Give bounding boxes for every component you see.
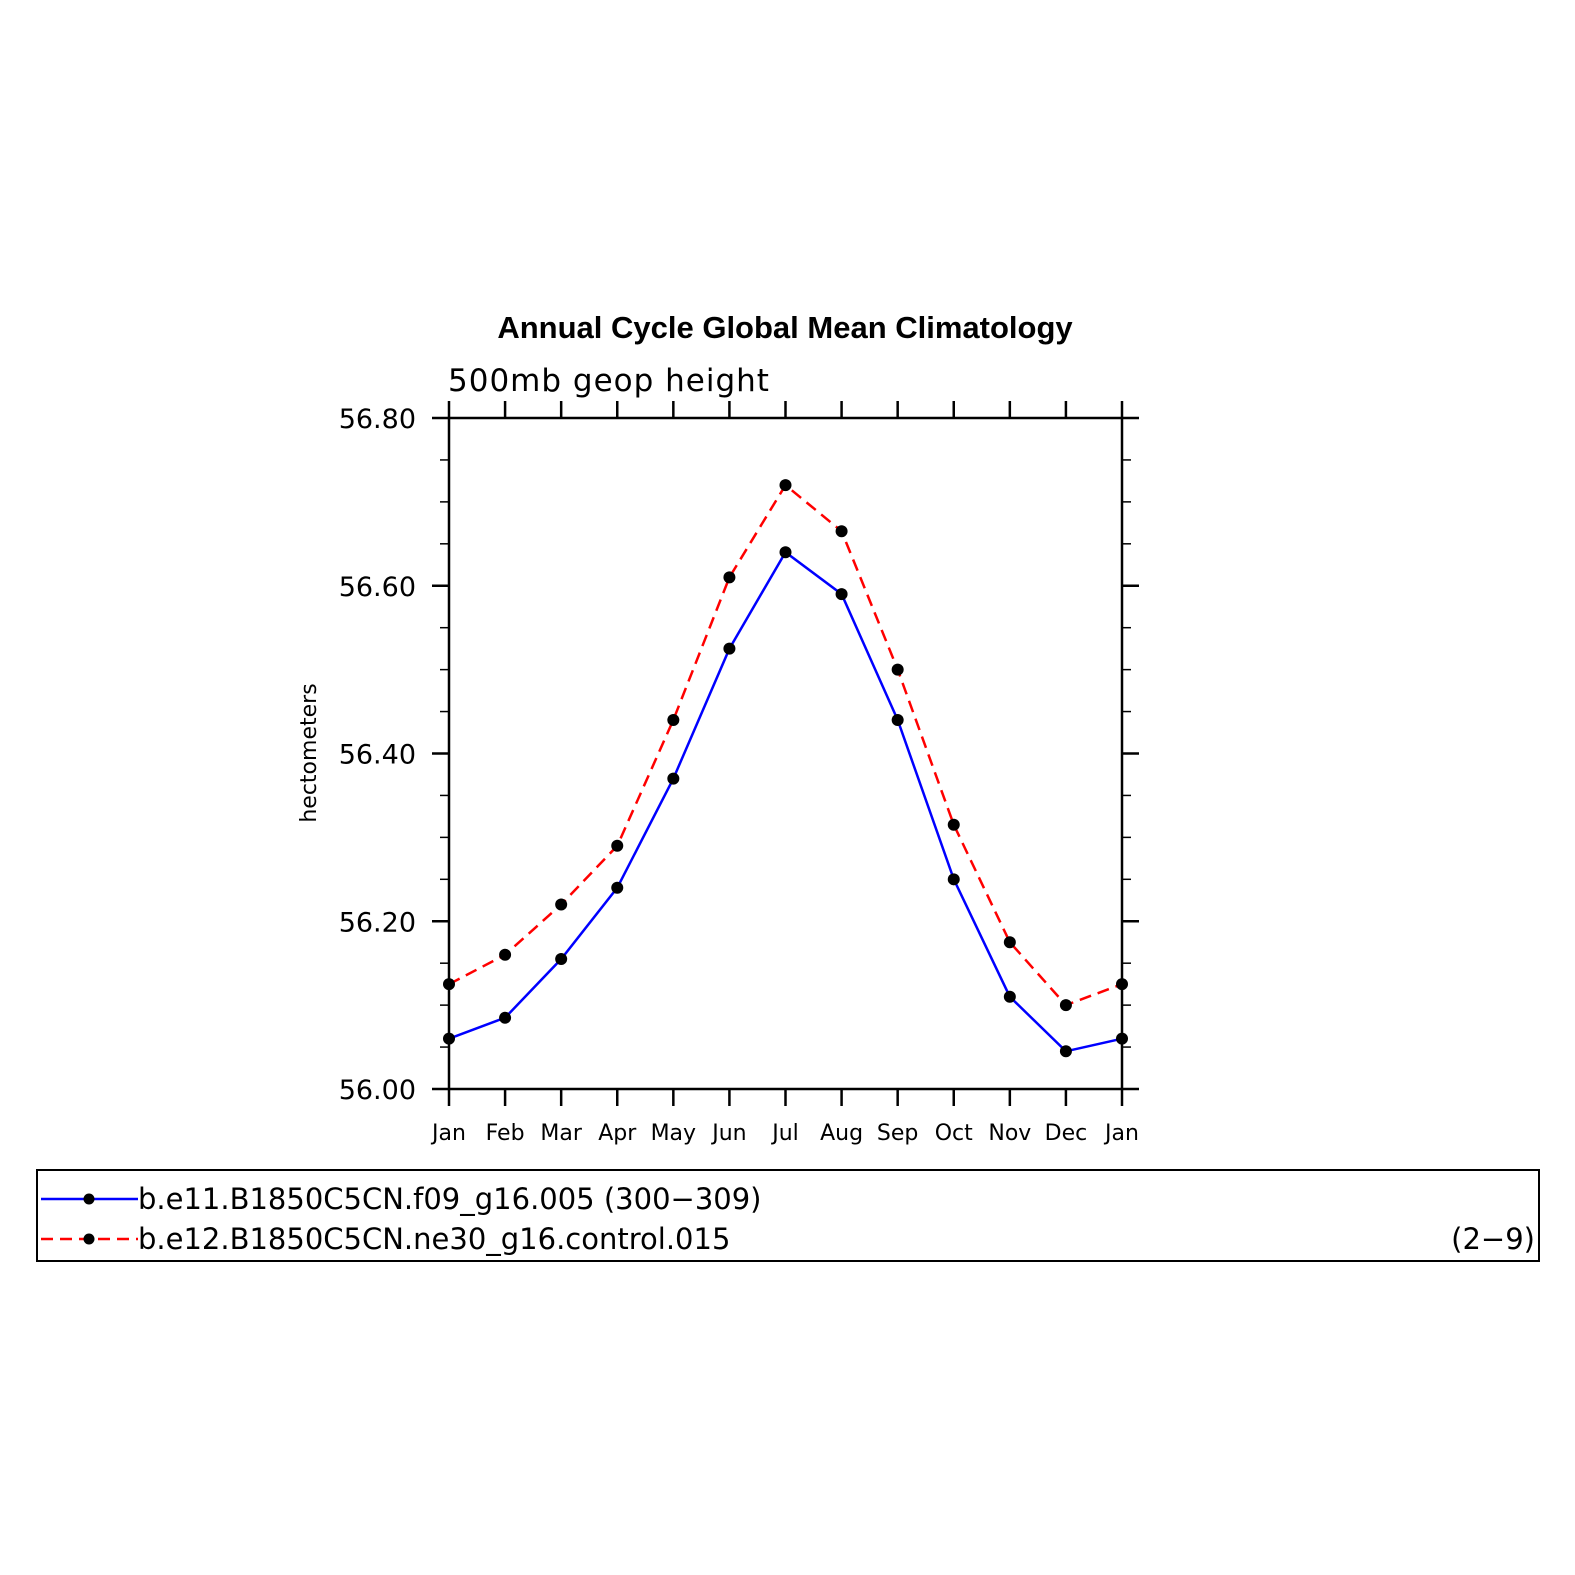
series-line-1 xyxy=(448,550,1123,1053)
data-point-series-2 xyxy=(443,978,455,991)
legend-label-series-2: b.e12.B1850C5CN.ne30_g16.control.015 xyxy=(138,1222,730,1256)
y-tick-label: 56.60 xyxy=(339,572,416,603)
legend-label-series-1: b.e11.B1850C5CN.f09_g16.005 (300−309) xyxy=(138,1182,762,1216)
x-tick-label: Feb xyxy=(486,1121,525,1146)
x-tick-label: May xyxy=(651,1121,696,1146)
legend-marker-series-1 xyxy=(83,1193,95,1205)
y-tick-label: 56.40 xyxy=(339,740,416,771)
data-point-series-1 xyxy=(499,1011,512,1024)
x-tick-label: Apr xyxy=(598,1121,637,1146)
x-tick-label: Jun xyxy=(710,1121,746,1146)
data-point-series-1 xyxy=(723,642,736,655)
data-point-series-2 xyxy=(1059,999,1072,1012)
data-point-series-2 xyxy=(555,898,568,911)
x-tick-label: Jan xyxy=(1103,1121,1139,1146)
x-tick-label: Aug xyxy=(820,1121,863,1146)
series-line-2 xyxy=(448,483,1123,1007)
data-point-series-1 xyxy=(1116,1032,1128,1045)
data-point-series-2 xyxy=(779,479,792,492)
data-point-series-2 xyxy=(611,839,624,852)
data-point-series-1 xyxy=(611,881,624,894)
data-point-series-2 xyxy=(835,525,848,538)
data-point-series-2 xyxy=(667,713,680,726)
data-point-series-1 xyxy=(667,772,680,785)
series-layer xyxy=(443,479,1128,1058)
data-point-series-1 xyxy=(1059,1045,1072,1058)
x-tick-label: Jul xyxy=(770,1121,799,1146)
data-point-series-1 xyxy=(555,952,568,965)
y-tick-label: 56.00 xyxy=(339,1075,416,1106)
axis-ticks: Jan Feb Mar Apr May Jun Jul Aug Sep Oct Nov Dec Jan 5… xyxy=(339,401,1139,1146)
x-tick-label: Sep xyxy=(877,1121,918,1146)
data-point-series-2 xyxy=(1116,978,1128,991)
y-tick-label: 56.80 xyxy=(339,404,416,435)
data-point-series-1 xyxy=(1003,990,1016,1003)
data-point-series-1 xyxy=(443,1032,455,1045)
data-point-series-1 xyxy=(779,546,792,559)
data-point-series-2 xyxy=(947,818,960,831)
legend-marker-series-2 xyxy=(83,1233,95,1245)
x-tick-label: Nov xyxy=(988,1121,1031,1146)
x-tick-label: Jan xyxy=(430,1121,466,1146)
plot-frame xyxy=(447,416,1124,1091)
data-point-series-2 xyxy=(1003,936,1016,949)
data-point-series-1 xyxy=(835,588,848,601)
legend-extra-label: (2−9) xyxy=(1451,1222,1535,1256)
data-point-series-2 xyxy=(499,948,512,961)
data-point-series-1 xyxy=(891,713,904,726)
y-tick-label: 56.20 xyxy=(339,907,416,938)
y-axis-label: hectometers xyxy=(297,683,322,822)
x-tick-label: Dec xyxy=(1045,1121,1088,1146)
data-point-series-2 xyxy=(723,571,736,584)
legend: b.e11.B1850C5CN.f09_g16.005 (300−309) b.… xyxy=(36,1169,1540,1262)
chart-subtitle: 500mb geop height xyxy=(448,363,770,399)
data-point-series-1 xyxy=(947,873,960,886)
legend-box xyxy=(36,1169,1540,1262)
x-tick-label: Oct xyxy=(935,1121,973,1146)
chart-title: Annual Cycle Global Mean Climatology xyxy=(497,310,1073,345)
data-point-series-2 xyxy=(891,663,904,676)
x-tick-label: Mar xyxy=(540,1121,582,1146)
